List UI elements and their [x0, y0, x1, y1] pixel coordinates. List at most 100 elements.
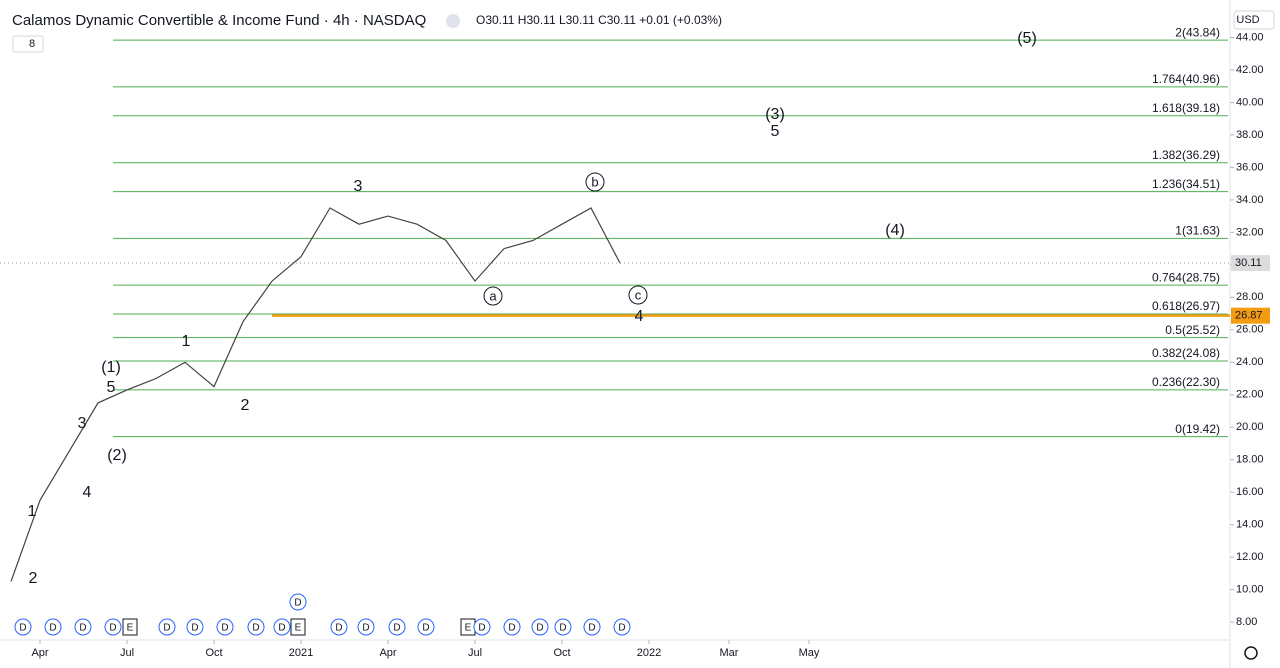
indicator-badge[interactable] — [12, 35, 44, 53]
wave-label: 2 — [241, 397, 250, 414]
x-tick-label: Apr — [31, 647, 48, 659]
y-tick-label: 40.00 — [1236, 96, 1264, 108]
event-label: E — [127, 623, 134, 634]
event-label: D — [508, 623, 515, 634]
annotation-circle — [628, 285, 648, 305]
event-label: D — [362, 623, 369, 634]
event-label: D — [79, 623, 86, 634]
fib-label: 0.236(22.30) — [1152, 375, 1220, 389]
event-label: D — [221, 623, 228, 634]
fib-label: 0.5(25.52) — [1165, 323, 1220, 337]
y-tick-label: 8.00 — [1236, 616, 1257, 628]
y-tick-label: 36.00 — [1236, 161, 1264, 173]
event-circle — [503, 618, 521, 636]
event-circle — [613, 618, 631, 636]
y-tick-label: 44.00 — [1236, 31, 1264, 43]
event-label: D — [335, 623, 342, 634]
event-circle — [531, 618, 549, 636]
event-label: D — [49, 623, 56, 634]
annotation-circle — [585, 172, 605, 192]
x-tick-label: 2021 — [289, 647, 313, 659]
fib-label: 0.764(28.75) — [1152, 270, 1220, 284]
wave-label: 3 — [354, 178, 363, 195]
y-tick-label: 16.00 — [1236, 486, 1264, 498]
event-circle — [388, 618, 406, 636]
event-box — [122, 618, 138, 636]
event-circle — [186, 618, 204, 636]
event-label: D — [422, 623, 429, 634]
x-tick-label: 2022 — [637, 647, 661, 659]
event-label: D — [109, 623, 116, 634]
price-line — [10, 207, 621, 582]
currency-button[interactable] — [1233, 10, 1275, 30]
event-circle — [44, 618, 62, 636]
last-price-tag — [1231, 255, 1270, 272]
last-price-label: 30.11 — [1235, 257, 1262, 269]
wave-label: 2 — [29, 570, 38, 587]
settings-icon[interactable] — [1244, 646, 1258, 660]
fib-label: 0.618(26.97) — [1152, 299, 1220, 313]
event-circle — [104, 618, 122, 636]
event-circle — [74, 618, 92, 636]
currency: USD — [1236, 14, 1259, 26]
event-circle — [273, 618, 291, 636]
event-label: D — [19, 623, 26, 634]
event-label: D — [278, 623, 285, 634]
x-tick-label: Jul — [468, 647, 482, 659]
x-tick-label: Jul — [120, 647, 134, 659]
ohlc: O30.11 H30.11 L30.11 C30.11 +0.01 (+0.03… — [476, 13, 722, 27]
y-tick-label: 42.00 — [1236, 64, 1264, 76]
y-tick-label: 20.00 — [1236, 421, 1264, 433]
price-tag — [1231, 307, 1270, 324]
wave-label: (2) — [107, 447, 127, 464]
y-tick-label: 28.00 — [1236, 291, 1264, 303]
event-circle — [158, 618, 176, 636]
fib-label: 2(43.84) — [1175, 25, 1220, 39]
event-label: D — [252, 623, 259, 634]
y-tick-label: 22.00 — [1236, 389, 1264, 401]
wave-label: (3) — [765, 106, 785, 123]
wave-label: 1 — [182, 333, 191, 350]
chart-title: Calamos Dynamic Convertible & Income Fun… — [12, 12, 426, 29]
wave-label: b — [591, 174, 598, 189]
event-label: D — [191, 623, 198, 634]
fib-label: 1.382(36.29) — [1152, 148, 1220, 162]
event-label: E — [465, 623, 472, 634]
x-tick-label: May — [799, 647, 820, 659]
event-label: D — [393, 623, 400, 634]
y-tick-label: 24.00 — [1236, 356, 1264, 368]
price-tag-label: 26.87 — [1235, 310, 1263, 322]
wave-label: a — [489, 288, 497, 303]
event-box — [290, 618, 306, 636]
x-tick-label: Apr — [379, 647, 396, 659]
event-circle — [473, 618, 491, 636]
wave-label: 1 — [28, 503, 37, 520]
event-label: E — [295, 623, 302, 634]
y-tick-label: 26.00 — [1236, 324, 1264, 336]
annotation-circle — [483, 286, 503, 306]
y-tick-label: 14.00 — [1236, 519, 1264, 531]
event-circle — [247, 618, 265, 636]
y-tick-label: 10.00 — [1236, 584, 1264, 596]
wave-label: 3 — [78, 415, 87, 432]
fib-label: 0(19.42) — [1175, 422, 1220, 436]
fib-label: 1(31.63) — [1175, 224, 1220, 238]
event-label: D — [478, 623, 485, 634]
event-label: D — [588, 623, 595, 634]
wave-label: 5 — [107, 379, 116, 396]
event-circle — [216, 618, 234, 636]
y-tick-label: 34.00 — [1236, 194, 1264, 206]
y-tick-label: 12.00 — [1236, 551, 1264, 563]
event-circle — [417, 618, 435, 636]
fib-label: 1.236(34.51) — [1152, 177, 1220, 191]
event-label: D — [294, 598, 301, 609]
event-circle — [330, 618, 348, 636]
y-tick-label: 38.00 — [1236, 129, 1264, 141]
indicator-count: 8 — [29, 38, 35, 50]
y-tick-label: 32.00 — [1236, 226, 1264, 238]
event-circle — [554, 618, 572, 636]
wave-label: c — [635, 287, 642, 302]
wave-label: (1) — [101, 359, 121, 376]
event-label: D — [559, 623, 566, 634]
